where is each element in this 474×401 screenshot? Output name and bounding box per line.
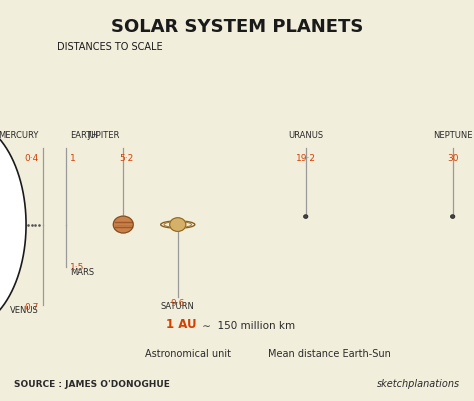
Text: VENUS: VENUS bbox=[10, 306, 39, 315]
Text: 30: 30 bbox=[447, 154, 458, 163]
Polygon shape bbox=[0, 122, 26, 327]
Text: Astronomical unit: Astronomical unit bbox=[145, 349, 230, 359]
Text: JUPITER: JUPITER bbox=[87, 132, 119, 140]
Text: 1 AU: 1 AU bbox=[166, 318, 197, 331]
Text: Mean distance Earth-Sun: Mean distance Earth-Sun bbox=[268, 349, 391, 359]
Text: URANUS: URANUS bbox=[288, 132, 323, 140]
Text: EARTH: EARTH bbox=[70, 132, 98, 140]
Circle shape bbox=[113, 216, 133, 233]
Text: SATURN: SATURN bbox=[161, 302, 195, 311]
Text: sketchplanations: sketchplanations bbox=[377, 379, 460, 389]
Text: 0·7: 0·7 bbox=[25, 303, 39, 312]
Text: ∼  150 million km: ∼ 150 million km bbox=[199, 321, 295, 331]
Circle shape bbox=[451, 215, 455, 218]
Text: MARS: MARS bbox=[70, 268, 94, 277]
Circle shape bbox=[170, 218, 186, 231]
Text: 1·5: 1·5 bbox=[70, 263, 84, 271]
Text: 5·2: 5·2 bbox=[119, 154, 134, 163]
Circle shape bbox=[304, 215, 308, 218]
Text: DISTANCES TO SCALE: DISTANCES TO SCALE bbox=[57, 42, 163, 52]
Text: SOLAR SYSTEM PLANETS: SOLAR SYSTEM PLANETS bbox=[111, 18, 363, 36]
Text: NEPTUNE: NEPTUNE bbox=[433, 132, 473, 140]
Text: 1: 1 bbox=[70, 154, 76, 163]
Text: 9·6: 9·6 bbox=[171, 299, 185, 308]
Text: MERCURY: MERCURY bbox=[0, 132, 39, 140]
Text: SOURCE : JAMES O'DONOGHUE: SOURCE : JAMES O'DONOGHUE bbox=[14, 380, 170, 389]
Text: 19·2: 19·2 bbox=[296, 154, 316, 163]
Text: 0·4: 0·4 bbox=[25, 154, 39, 163]
